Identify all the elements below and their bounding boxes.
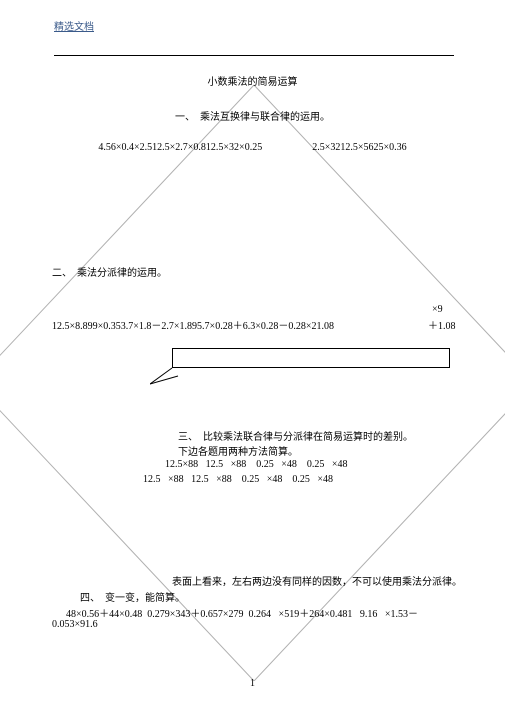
section-four-heading: 四、 变一变，能简算。 bbox=[80, 589, 185, 604]
page-title: 小数乘法的简易运算 bbox=[0, 73, 505, 88]
section-two-heading: 二、 乘法分派律的运用。 bbox=[52, 264, 167, 279]
section-two-problems: 12.5×8.899×0.353.7×1.8－2.7×1.895.7×0.28＋… bbox=[52, 317, 334, 332]
page-number: 1 bbox=[0, 678, 505, 689]
horizontal-rule bbox=[54, 55, 454, 56]
section-four-line-b: 0.053×91.6 bbox=[52, 619, 98, 630]
callout-tail bbox=[150, 366, 180, 386]
header-link: 精选文档 bbox=[54, 18, 94, 33]
section-four-line-a: 48×0.56＋44×0.48 0.279×343＋0.657×279 0.26… bbox=[66, 605, 418, 620]
decorative-diamond bbox=[0, 85, 505, 681]
section-three-heading: 三、 比较乘法联合律与分派律在简易运算时的差别。 bbox=[178, 428, 413, 443]
section-two-problems-end: ＋1.08 bbox=[428, 317, 456, 332]
section-one-problems: 4.56×0.4×2.512.5×2.7×0.812.5×32×0.25 2.5… bbox=[0, 138, 505, 153]
section-four-note: 表面上看来，左右两边没有同样的因数，不可以使用乘法分派律。 bbox=[172, 573, 462, 588]
section-one-heading: 一、 乘法互换律与联合律的运用。 bbox=[0, 108, 505, 123]
section-three-line-b: 12.5 ×88 12.5 ×88 0.25 ×48 0.25 ×48 bbox=[143, 474, 333, 485]
section-three-sub: 下边各题用两种方法简算。 bbox=[178, 443, 298, 458]
section-two-suffix: ×9 bbox=[432, 304, 443, 315]
callout-box bbox=[172, 348, 450, 368]
section-three-line-a: 12.5×88 12.5 ×88 0.25 ×48 0.25 ×48 bbox=[160, 459, 348, 470]
